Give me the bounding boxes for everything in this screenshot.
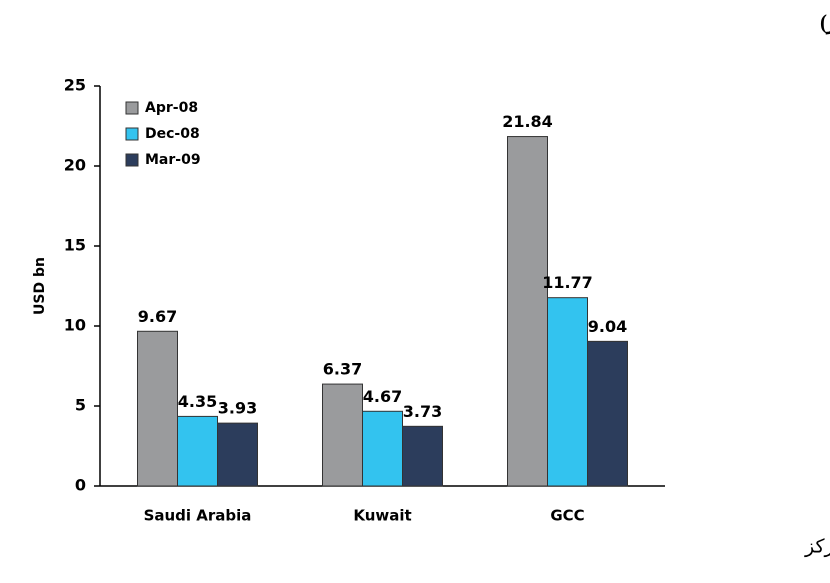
value-label: 21.84 [502, 112, 553, 131]
bar [402, 425, 443, 487]
legend-swatch [125, 101, 139, 115]
y-tick-label: 10 [64, 316, 86, 335]
y-tick-label: 25 [64, 76, 86, 95]
value-label: 3.93 [218, 399, 257, 418]
legend-label: Mar-09 [145, 152, 201, 168]
x-tick-label: Kuwait [353, 507, 411, 525]
legend-label: Apr-08 [145, 100, 198, 116]
bar [177, 415, 218, 487]
y-axis-label: USD bn [32, 257, 48, 315]
bar [217, 422, 258, 487]
legend-label: Dec-08 [145, 126, 200, 142]
bar [507, 136, 548, 487]
bar [137, 330, 178, 487]
y-tick-label: 20 [64, 156, 86, 175]
x-tick-label: Saudi Arabia [144, 507, 252, 525]
y-tick-label: 0 [75, 476, 86, 495]
value-label: 3.73 [403, 402, 442, 421]
y-tick-label: 15 [64, 236, 86, 255]
value-label: 9.04 [588, 317, 627, 336]
bar [322, 383, 363, 487]
value-label: 9.67 [138, 307, 177, 326]
y-tick-label: 5 [75, 396, 86, 415]
value-label: 4.35 [178, 392, 217, 411]
bar [547, 297, 588, 487]
source-note: المصدر: أبحاث المركز [804, 532, 830, 557]
bar [362, 410, 403, 487]
legend-swatch [125, 127, 139, 141]
value-label: 11.77 [542, 273, 593, 292]
chart-title: انكماش الأصول المدارة منذ إبريل 2008 وحت… [820, 8, 830, 35]
x-tick-label: GCC [550, 507, 584, 525]
value-label: 4.67 [363, 387, 402, 406]
bar [587, 340, 628, 487]
value-label: 6.37 [323, 360, 362, 379]
legend-swatch [125, 153, 139, 167]
